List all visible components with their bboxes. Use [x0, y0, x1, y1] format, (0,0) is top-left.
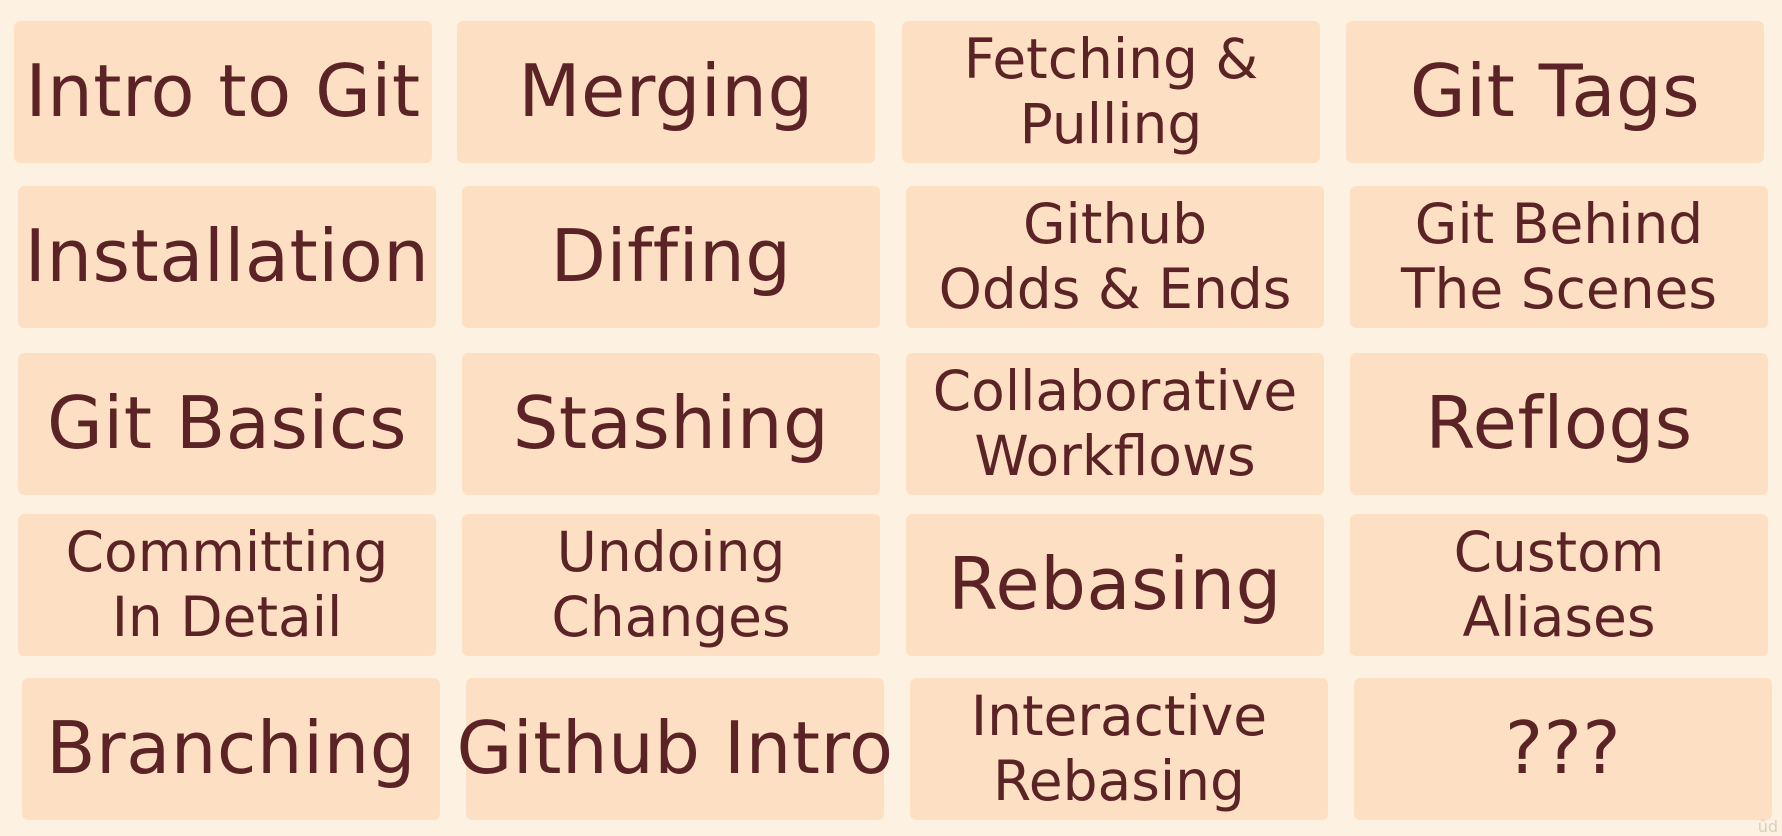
tile-label: Intro to Git	[25, 49, 421, 134]
topic-tile-git-tags: Git Tags	[1346, 21, 1764, 163]
topic-tile-interactive-rebasing: Interactive Rebasing	[910, 678, 1328, 820]
topic-tile-github-intro: Github Intro	[456, 678, 893, 820]
tile-label-line-1: Undoing	[556, 520, 786, 585]
tile-label-line-2: Odds & Ends	[938, 257, 1292, 321]
topic-tile-merging: Merging	[457, 21, 875, 163]
tile-label-line-1: Committing	[65, 520, 389, 585]
topic-tile-installation: Installation	[18, 186, 436, 328]
tile-label-line-1: Collaborative	[932, 359, 1298, 424]
topic-tile-stashing: Stashing	[462, 353, 880, 495]
tile-label-line-2: Pulling	[1019, 92, 1203, 156]
topic-tile-custom-aliases: Custom Aliases	[1350, 514, 1768, 656]
topic-tile-rebasing: Rebasing	[906, 514, 1324, 656]
corner-watermark: ûd	[1757, 817, 1778, 836]
tile-label-line-2: Changes	[551, 585, 791, 649]
topic-tile-undoing-changes: Undoing Changes	[462, 514, 880, 656]
topic-tile-branching: Branching	[22, 678, 440, 820]
tile-label: Stashing	[512, 381, 830, 466]
tile-label: Installation	[24, 214, 430, 299]
tile-label: ???	[1504, 706, 1622, 791]
tile-label: Git Basics	[46, 381, 408, 466]
tile-label-line-2: Rebasing	[993, 749, 1245, 813]
tile-label: Diffing	[550, 214, 792, 299]
topic-tile-committing-in-detail: Committing In Detail	[18, 514, 436, 656]
tile-label-line-2: The Scenes	[1400, 257, 1718, 321]
tile-label: Git Tags	[1409, 49, 1701, 134]
topic-tile-fetching-pulling: Fetching & Pulling	[902, 21, 1320, 163]
tile-label: Rebasing	[948, 542, 1282, 627]
topic-tile-intro-to-git: Intro to Git	[14, 21, 432, 163]
tile-label-line-2: In Detail	[111, 585, 343, 649]
tile-label-line-1: Custom	[1453, 520, 1665, 585]
tile-label-line-1: Fetching &	[963, 27, 1259, 92]
tile-label: Merging	[518, 49, 814, 134]
topic-tile-git-behind-the-scenes: Git Behind The Scenes	[1350, 186, 1768, 328]
topic-tile-unknown: ???	[1354, 678, 1772, 820]
tile-label: Github Intro	[456, 706, 894, 791]
tile-label-line-1: Github	[1022, 192, 1208, 257]
tile-label: Branching	[46, 706, 416, 791]
topic-tile-collaborative-workflows: Collaborative Workflows	[906, 353, 1324, 495]
tile-label-line-1: Git Behind	[1414, 192, 1704, 257]
topic-tile-github-odds-ends: Github Odds & Ends	[906, 186, 1324, 328]
tile-label: Reflogs	[1425, 381, 1693, 466]
tile-label-line-1: Interactive	[970, 684, 1268, 749]
tile-label-line-2: Aliases	[1462, 585, 1656, 649]
topic-tile-diffing: Diffing	[462, 186, 880, 328]
topic-tile-reflogs: Reflogs	[1350, 353, 1768, 495]
tile-label-line-2: Workflows	[974, 424, 1256, 488]
topic-tile-git-basics: Git Basics	[18, 353, 436, 495]
